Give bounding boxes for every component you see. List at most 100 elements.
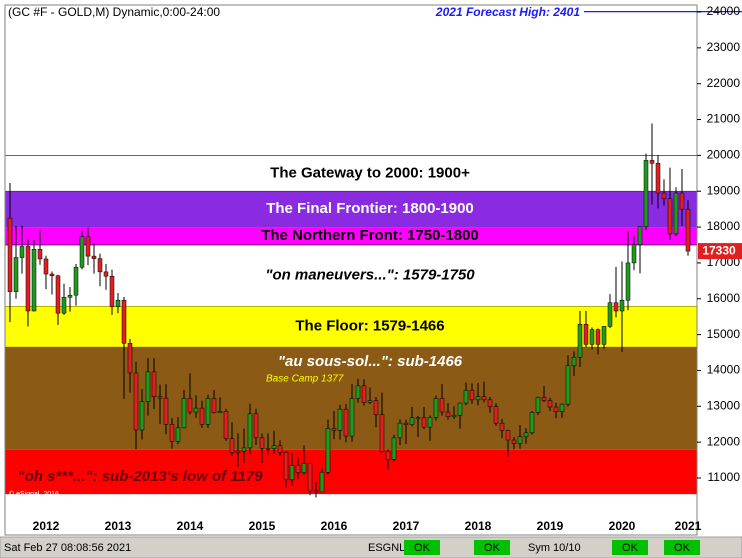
candle-body (631, 244, 637, 264)
symbols: Sym 10/10 (528, 542, 581, 554)
candle-body (379, 414, 385, 453)
status-ok: OK (674, 542, 691, 554)
plot-frame (4, 4, 698, 536)
y-tick-label: 22000 (707, 76, 741, 90)
candle-body (571, 356, 577, 367)
y-tick-label: 19000 (707, 183, 741, 197)
candle-body (91, 255, 97, 259)
candle-body (73, 266, 79, 296)
copyright: © eSignal, 2016 (9, 490, 59, 498)
candle-body (553, 406, 559, 412)
y-tick-label: 14000 (707, 363, 741, 377)
candle-body (283, 451, 289, 481)
candle-body (55, 275, 61, 314)
x-tick-label: 2019 (537, 519, 564, 533)
candle-body (439, 398, 445, 413)
candle-body (493, 406, 499, 424)
band (4, 155, 698, 192)
candle-body (31, 249, 37, 312)
candle-body (199, 407, 205, 425)
candle-body (271, 445, 277, 449)
candle-body (307, 463, 313, 492)
candle-body (247, 413, 253, 449)
candle-body (151, 371, 157, 397)
candle-body (145, 371, 151, 402)
candle-body (37, 249, 43, 260)
candle-body (559, 403, 565, 412)
candle-body (121, 299, 127, 344)
candle-body (583, 323, 589, 345)
status-bar: Sat Feb 27 08:08:56 2021 ESGNL: OK OK Sy… (0, 536, 742, 558)
candle-body (337, 408, 343, 431)
y-tick-label: 18000 (707, 219, 741, 233)
band-label: "au sous-sol...": sub-1466 (278, 353, 463, 370)
x-tick-label: 2020 (609, 519, 636, 533)
candle-body (85, 236, 91, 257)
candle-body (43, 258, 49, 275)
candle-body (49, 273, 55, 277)
band-label: The Gateway to 2000: 1900+ (270, 164, 470, 181)
candle-body (193, 407, 199, 413)
candle-body (241, 447, 247, 452)
last-price-tag (698, 243, 742, 260)
y-tick-label: 11000 (708, 470, 741, 484)
chart-title: (GC #F - GOLD,M) Dynamic,0:00-24:00 (8, 5, 220, 19)
candle-body (229, 438, 235, 453)
candle-body (673, 192, 679, 235)
candle-body (301, 463, 307, 473)
candle-body (367, 400, 373, 403)
candle-body (409, 417, 415, 425)
candle-body (217, 411, 223, 414)
candle-body (97, 258, 103, 273)
candle-body (613, 302, 619, 312)
candle-body (565, 365, 571, 405)
candle-body (625, 262, 631, 301)
candle-body (169, 423, 175, 442)
candle-body (523, 432, 529, 438)
y-tick-label: 12000 (707, 434, 741, 448)
candle-body (463, 389, 469, 404)
candle-body (547, 400, 553, 408)
status-box (664, 540, 700, 555)
band-label: The Northern Front: 1750-1800 (261, 227, 479, 244)
candle-body (505, 430, 511, 441)
candle-body (601, 326, 607, 345)
x-tick-label: 2012 (33, 519, 60, 533)
candle-body (355, 385, 361, 399)
candle-body (181, 398, 187, 429)
candle-body (7, 217, 13, 292)
band (5, 449, 697, 495)
candle-body (499, 422, 505, 431)
status-box (612, 540, 648, 555)
candle-body (313, 490, 319, 493)
candle-body (133, 372, 139, 431)
candle-body (619, 299, 625, 312)
candle-body (157, 396, 163, 399)
candle-body (289, 465, 295, 481)
candle-body (25, 246, 31, 312)
candle-body (403, 422, 409, 425)
y-tick-label: 21000 (707, 112, 741, 126)
candle-body (109, 275, 115, 307)
candle-body (115, 299, 121, 307)
candle-body (349, 398, 355, 437)
candle-body (79, 236, 85, 268)
candle-body (415, 417, 421, 420)
status-ok: OK (484, 542, 501, 554)
band (5, 191, 697, 228)
candle-body (607, 302, 613, 327)
band (4, 244, 698, 307)
candle-body (451, 415, 457, 417)
status-ok: OK (414, 542, 431, 554)
candle-body (517, 436, 523, 444)
candle-body (13, 257, 19, 292)
x-tick-label: 2016 (321, 519, 348, 533)
timestamp: Sat Feb 27 08:08:56 2021 (4, 542, 131, 554)
candle-body (535, 397, 541, 413)
candle-body (427, 417, 433, 428)
y-tick-label: 15000 (707, 327, 741, 341)
candle-body (277, 445, 283, 453)
candle-body (319, 472, 325, 493)
candle-body (487, 399, 493, 407)
